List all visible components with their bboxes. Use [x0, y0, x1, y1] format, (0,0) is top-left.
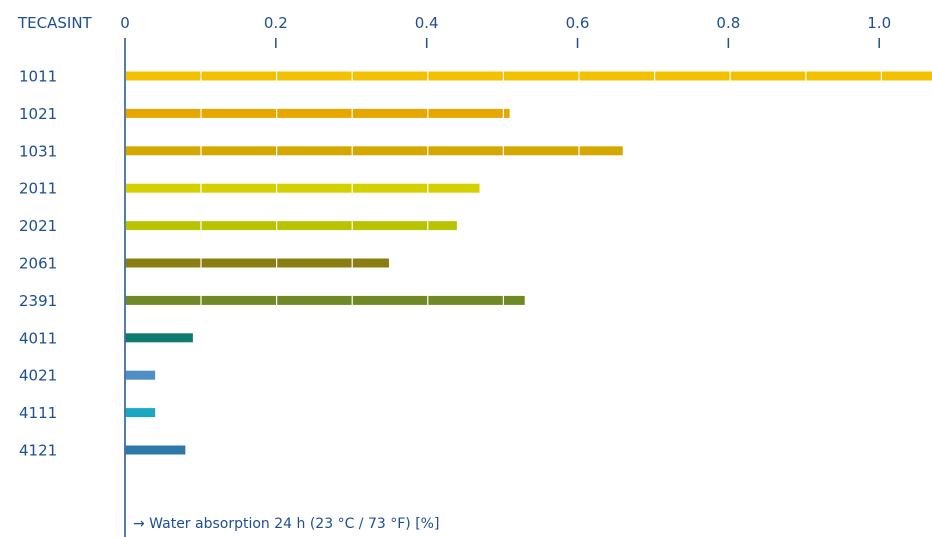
gridlines — [200, 71, 883, 455]
category-label: 4011 — [19, 329, 57, 347]
category-header: TECASINT — [17, 14, 93, 32]
category-label: 2021 — [19, 217, 57, 235]
bars — [125, 71, 932, 455]
bar — [125, 146, 623, 156]
x-tick-label: 1.0 — [867, 14, 891, 32]
category-label: 4121 — [19, 442, 57, 460]
bar — [125, 71, 932, 81]
x-tick-label: 0.2 — [264, 14, 288, 32]
bar — [125, 258, 389, 268]
x-tick-marks — [275, 38, 880, 48]
bar — [125, 295, 525, 305]
bar — [125, 333, 193, 343]
category-labels: 1011 1021 1031 2011 2021 2061 2391 4011 4021 4111… — [19, 68, 57, 460]
bar — [125, 108, 510, 118]
category-label: 1011 — [19, 68, 57, 86]
category-label: 2061 — [19, 255, 57, 273]
bar — [125, 408, 156, 418]
category-label: 4021 — [19, 367, 57, 385]
category-label: 1021 — [19, 105, 57, 123]
bar — [125, 183, 480, 193]
x-tick-label: 0.4 — [415, 14, 439, 32]
category-label: 2011 — [19, 180, 57, 198]
bar — [125, 445, 186, 455]
category-label: 1031 — [19, 142, 57, 160]
x-tick-label: 0 — [120, 14, 130, 32]
x-axis-label: → Water absorption 24 h (23 °C / 73 °F) … — [133, 516, 439, 532]
x-tick-labels: 0 0.2 0.4 0.6 0.8 1.0 — [120, 14, 891, 32]
bar — [125, 370, 156, 380]
x-tick-label: 0.6 — [566, 14, 590, 32]
category-label: 4111 — [19, 404, 57, 422]
x-tick-label: 0.8 — [716, 14, 740, 32]
category-label: 2391 — [19, 292, 57, 310]
bar — [125, 221, 457, 231]
